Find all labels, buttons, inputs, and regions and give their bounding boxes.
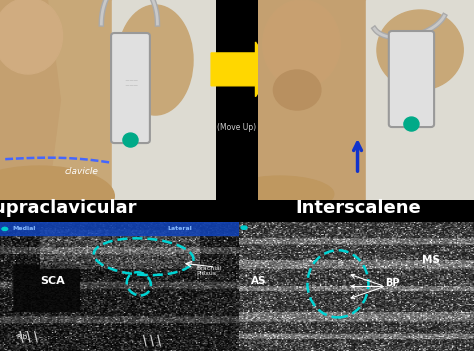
Bar [0, 222, 239, 235]
Ellipse shape [226, 176, 334, 212]
FancyBboxPatch shape [111, 33, 150, 143]
Bar [112, 0, 220, 200]
FancyArrow shape [211, 42, 273, 97]
Circle shape [2, 227, 8, 231]
Bar [366, 0, 474, 200]
Ellipse shape [0, 166, 114, 226]
Text: Brachial
Plexus: Brachial Plexus [196, 265, 222, 276]
Text: ———
  ———: ——— ——— [123, 78, 138, 87]
Text: clavicle: clavicle [64, 167, 99, 176]
Text: AS: AS [251, 276, 266, 286]
Text: Interscalene: Interscalene [295, 199, 421, 217]
Text: Lateral: Lateral [168, 226, 192, 231]
Text: Supraclavicular: Supraclavicular [0, 199, 137, 217]
Bar [0, 0, 112, 200]
Ellipse shape [118, 5, 193, 115]
Text: BP: BP [385, 278, 399, 289]
Text: SCA: SCA [41, 276, 65, 286]
Ellipse shape [273, 70, 321, 110]
Circle shape [404, 117, 419, 131]
Text: Medial: Medial [12, 226, 36, 231]
Text: (Move Up): (Move Up) [218, 123, 256, 132]
FancyBboxPatch shape [389, 31, 434, 127]
Ellipse shape [263, 0, 340, 88]
Ellipse shape [377, 10, 463, 90]
Bar [258, 0, 366, 200]
Circle shape [123, 133, 138, 147]
Ellipse shape [0, 0, 63, 74]
Circle shape [241, 226, 247, 229]
Polygon shape [0, 0, 60, 200]
Text: MS: MS [422, 255, 440, 265]
Text: Rib: Rib [17, 334, 28, 340]
